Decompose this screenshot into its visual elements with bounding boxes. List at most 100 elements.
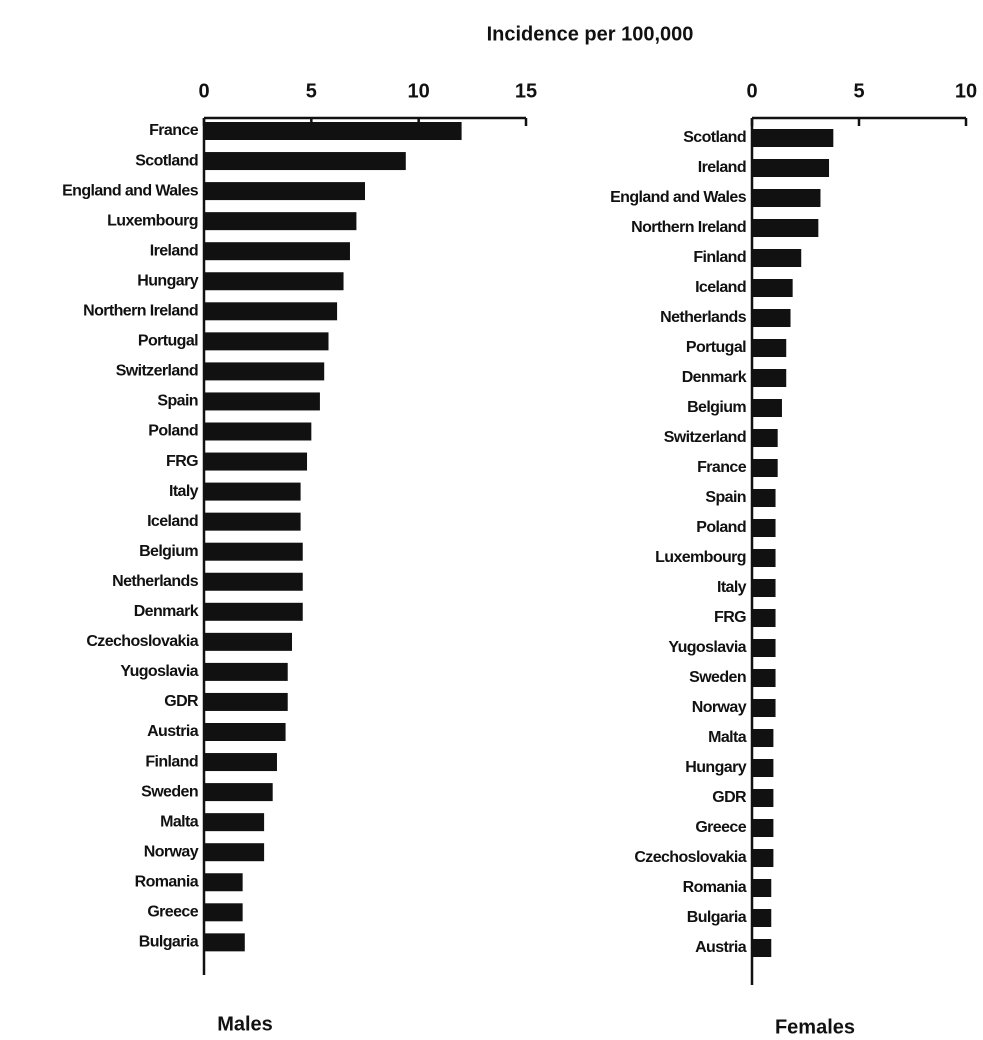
y-tick-label: Luxembourg	[107, 212, 198, 229]
bar	[752, 279, 793, 297]
bar	[204, 873, 243, 892]
bar	[204, 933, 245, 952]
y-tick-label: Iceland	[147, 513, 198, 530]
bar	[752, 189, 821, 207]
y-tick-label: GDR	[712, 789, 747, 806]
bar	[204, 692, 288, 711]
panel-label: Males	[217, 1013, 273, 1035]
bar	[204, 212, 357, 231]
bar	[752, 699, 776, 717]
bar	[752, 459, 778, 477]
bar	[204, 542, 303, 561]
y-tick-label: Czechoslovakia	[634, 849, 746, 866]
bar	[204, 482, 301, 501]
y-tick-label: FRG	[714, 609, 746, 626]
bar	[204, 392, 320, 411]
y-tick-label: Malta	[708, 729, 747, 746]
bar	[752, 549, 776, 567]
bar	[752, 759, 774, 777]
y-tick-label: Norway	[692, 699, 747, 716]
bar	[204, 122, 462, 140]
y-tick-label: Italy	[717, 579, 747, 596]
y-tick-label: Portugal	[138, 333, 198, 350]
bar	[752, 579, 776, 597]
bar	[752, 819, 774, 837]
y-tick-label: Netherlands	[112, 573, 199, 590]
y-tick-label: Austria	[147, 723, 199, 740]
y-tick-label: Scotland	[683, 129, 746, 146]
bar	[204, 362, 325, 381]
bar	[752, 339, 787, 357]
y-tick-label: FRG	[166, 453, 198, 470]
y-tick-label: Norway	[144, 843, 199, 860]
x-tick-label: 5	[853, 80, 864, 102]
bar	[204, 572, 303, 591]
y-tick-label: Spain	[705, 489, 746, 506]
y-tick-label: Sweden	[689, 669, 746, 686]
bar	[752, 939, 772, 957]
y-tick-label: Iceland	[695, 279, 746, 296]
bar	[752, 519, 776, 537]
chart-title: Incidence per 100,000	[487, 23, 694, 45]
bar	[204, 753, 277, 772]
y-tick-label: Romania	[683, 879, 747, 896]
y-tick-label: GDR	[164, 693, 199, 710]
bar	[204, 452, 308, 471]
bar	[204, 602, 303, 621]
bar	[204, 662, 288, 681]
y-tick-label: Spain	[157, 393, 198, 410]
x-tick-label: 0	[746, 80, 757, 102]
y-tick-label: Austria	[695, 939, 747, 956]
y-tick-label: Switzerland	[116, 363, 198, 380]
y-tick-label: Belgium	[687, 399, 746, 416]
bar	[204, 813, 265, 832]
y-tick-label: Yugoslavia	[668, 639, 746, 656]
y-tick-label: Northern Ireland	[631, 219, 746, 236]
bar	[752, 789, 774, 807]
y-tick-label: Northern Ireland	[83, 303, 198, 320]
y-tick-label: Luxembourg	[655, 549, 746, 566]
bar	[204, 332, 329, 351]
y-tick-label: Bulgaria	[139, 934, 199, 951]
bar	[752, 219, 819, 237]
y-tick-label: Finland	[145, 753, 198, 770]
bar	[204, 723, 286, 741]
y-tick-label: Poland	[148, 423, 198, 440]
y-tick-label: France	[149, 122, 199, 139]
bar	[752, 129, 834, 147]
bar	[204, 242, 350, 261]
bar	[204, 422, 312, 441]
y-tick-label: Belgium	[139, 543, 198, 560]
bar	[752, 369, 787, 387]
x-tick-label: 0	[198, 80, 209, 102]
bar	[752, 249, 802, 267]
bar	[752, 669, 776, 687]
y-tick-label: Yugoslavia	[120, 663, 198, 680]
y-tick-label: Switzerland	[664, 429, 746, 446]
bar	[204, 512, 301, 531]
x-tick-label: 5	[306, 80, 317, 102]
y-tick-label: Poland	[696, 519, 746, 536]
y-tick-label: Portugal	[686, 339, 746, 356]
x-tick-label: 10	[408, 80, 430, 102]
bar	[752, 879, 772, 897]
bar	[204, 182, 365, 201]
bar	[752, 399, 782, 417]
panel-label: Females	[775, 1016, 855, 1038]
y-tick-label: Denmark	[682, 369, 747, 386]
bar	[752, 639, 776, 657]
y-tick-label: Hungary	[685, 759, 746, 776]
bar	[752, 609, 776, 627]
y-tick-label: Ireland	[150, 242, 198, 259]
y-tick-label: Denmark	[134, 603, 199, 620]
x-tick-label: 15	[515, 80, 537, 102]
bar	[752, 849, 774, 867]
bar	[204, 903, 243, 922]
bar	[204, 843, 265, 862]
bar	[204, 783, 273, 802]
bar	[204, 272, 344, 291]
y-tick-label: Finland	[693, 249, 746, 266]
bar	[752, 489, 776, 507]
y-tick-label: Sweden	[141, 783, 198, 800]
